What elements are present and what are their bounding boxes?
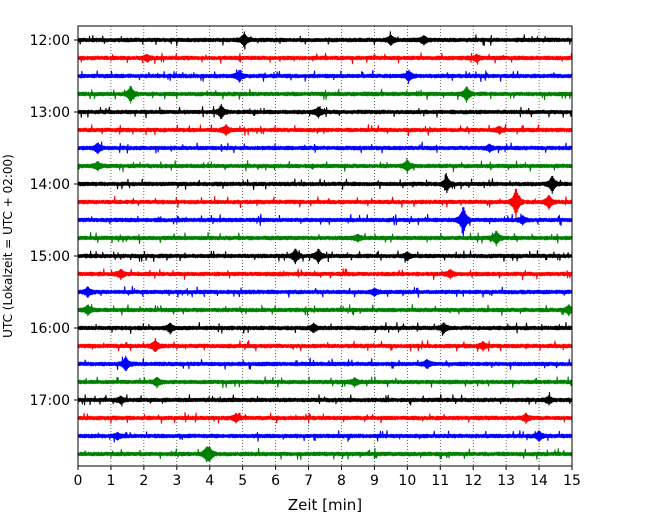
y-tick-label: 17:00: [30, 393, 70, 409]
x-tick-label: 4: [205, 473, 214, 489]
seismic-trace: [77, 123, 573, 137]
x-tick-label: 9: [370, 473, 379, 489]
seismic-trace: [77, 85, 573, 104]
x-tick-label: 3: [172, 473, 181, 489]
y-axis-ticks: 12:00 13:00 14:00 15:00 16:00 17:00: [30, 33, 78, 409]
seismic-trace: [77, 141, 573, 155]
y-tick-label: 12:00: [30, 33, 70, 49]
x-tick-label: 13: [497, 473, 515, 489]
seismic-trace: [77, 392, 573, 407]
seismic-trace: [77, 206, 573, 239]
x-tick-label: 0: [74, 473, 83, 489]
seismic-trace: [77, 230, 573, 247]
x-axis-label: Zeit [min]: [288, 496, 362, 514]
y-axis-label: UTC (Lokalzeit = UTC + 02:00): [1, 154, 15, 338]
seismic-trace: [77, 303, 573, 317]
seismic-trace: [77, 285, 573, 299]
seismic-trace: [77, 248, 573, 265]
seismic-trace: [77, 412, 573, 424]
seismic-trace: [77, 173, 573, 194]
x-tick-label: 1: [106, 473, 115, 489]
x-tick-label: 14: [530, 473, 548, 489]
seismic-trace: [77, 69, 573, 85]
seismic-trace: [77, 337, 573, 353]
seismic-trace: [77, 355, 573, 372]
minute-grid: [110, 26, 540, 466]
seismic-trace: [77, 376, 573, 389]
seismic-trace: [77, 52, 573, 65]
y-tick-label: 14:00: [30, 177, 70, 193]
plot-frame: [77, 25, 573, 467]
seismic-trace: [77, 157, 573, 174]
seismic-trace: [77, 103, 573, 120]
y-tick-label: 13:00: [30, 105, 70, 121]
x-tick-label: 2: [139, 473, 148, 489]
x-tick-label: 7: [304, 473, 313, 489]
x-tick-label: 5: [238, 473, 247, 489]
seismic-trace: [77, 31, 573, 50]
x-tick-label: 10: [398, 473, 416, 489]
y-tick-label: 16:00: [30, 321, 70, 337]
x-tick-label: 12: [464, 473, 482, 489]
seismic-trace: [77, 188, 573, 218]
seismic-trace: [77, 430, 573, 443]
x-tick-label: 15: [563, 473, 581, 489]
seismic-trace: [77, 322, 573, 336]
x-axis-ticks: 0 1 2 3 4 5 6 7 8 9 10 11 12 13 14 15: [74, 466, 581, 489]
trace-layer: [77, 31, 573, 463]
x-tick-label: 8: [337, 473, 346, 489]
seismic-trace: [77, 268, 573, 281]
y-tick-label: 15:00: [30, 249, 70, 265]
seismic-trace: [77, 446, 573, 463]
x-tick-label: 6: [271, 473, 280, 489]
x-tick-label: 11: [431, 473, 449, 489]
